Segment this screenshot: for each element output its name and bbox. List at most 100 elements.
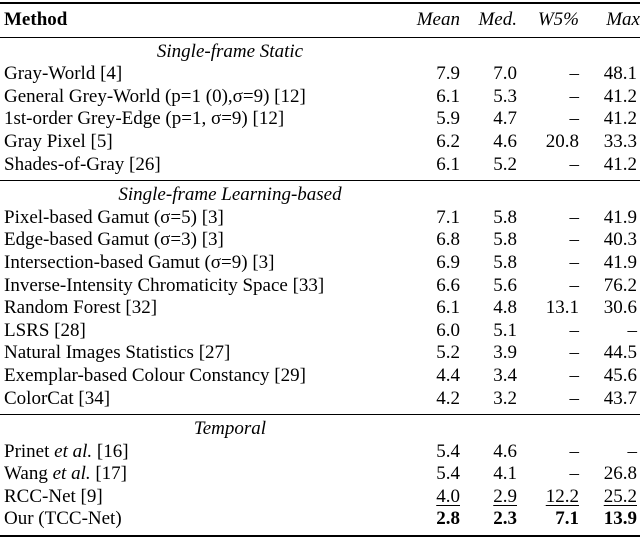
col-header-mean: Mean bbox=[416, 9, 460, 30]
w5-cell: – bbox=[569, 251, 580, 273]
method-cell: Shades-of-Gray [26] bbox=[4, 153, 161, 175]
section-heading-row: Temporal bbox=[0, 415, 640, 441]
table-row: Shades-of-Gray [26] 6.1 5.2 – 41.2 bbox=[0, 154, 640, 181]
table-row: LSRS [28] 6.0 5.1 – – bbox=[0, 320, 640, 343]
max-cell: 13.9 bbox=[603, 508, 637, 530]
med-cell: 3.9 bbox=[493, 342, 517, 364]
empty-cell bbox=[460, 37, 517, 63]
method-cell: Natural Images Statistics [27] bbox=[4, 342, 231, 364]
method-cell: Our (TCC-Net) bbox=[4, 508, 122, 530]
med-cell: 7.0 bbox=[493, 63, 517, 85]
method-name-part: [16] bbox=[92, 440, 129, 462]
med-cell: 4.6 bbox=[493, 130, 517, 152]
max-cell: 48.1 bbox=[603, 63, 637, 85]
med-cell: 4.1 bbox=[493, 463, 517, 485]
mean-cell: 5.4 bbox=[436, 440, 460, 462]
mean-cell: 6.1 bbox=[436, 85, 460, 107]
max-cell: 26.8 bbox=[603, 463, 637, 485]
method-cell: RCC-Net [9] bbox=[4, 485, 103, 507]
mean-cell: 6.2 bbox=[436, 130, 460, 152]
method-cell: Inverse-Intensity Chromaticity Space [33… bbox=[4, 274, 325, 296]
col-header-max: Max bbox=[606, 9, 640, 30]
med-cell: 4.7 bbox=[493, 108, 517, 130]
mean-cell: 6.1 bbox=[436, 297, 460, 319]
method-cell: Random Forest [32] bbox=[4, 297, 158, 319]
max-cell: 41.9 bbox=[603, 206, 637, 228]
mean-cell: 5.2 bbox=[436, 342, 460, 364]
w5-cell: 13.1 bbox=[545, 297, 579, 319]
max-cell: 30.6 bbox=[603, 297, 637, 319]
method-cell: Edge-based Gamut (σ=3) [3] bbox=[4, 229, 224, 251]
method-cell: Pixel-based Gamut (σ=5) [3] bbox=[4, 206, 224, 228]
med-cell: 5.2 bbox=[493, 153, 517, 175]
table-row: 1st-order Grey-Edge (p=1, σ=9) [12] 5.9 4.… bbox=[0, 108, 640, 131]
method-cell: Gray Pixel [5] bbox=[4, 130, 113, 152]
mean-cell: 5.4 bbox=[436, 463, 460, 485]
section-1: Single-frame Learning-based Pixel-based G… bbox=[0, 180, 640, 415]
w5-cell: – bbox=[569, 108, 580, 130]
med-cell: 3.2 bbox=[493, 387, 517, 409]
w5-cell: – bbox=[569, 274, 580, 296]
med-cell: 5.8 bbox=[493, 229, 517, 251]
max-cell: 41.2 bbox=[603, 85, 637, 107]
mean-cell: 7.9 bbox=[436, 63, 460, 85]
empty-cell bbox=[579, 37, 640, 63]
max-cell: 45.6 bbox=[603, 364, 637, 386]
table-row: Exemplar-based Colour Constancy [29] 4.4 3… bbox=[0, 365, 640, 388]
table-row: Our (TCC-Net) 2.8 2.3 7.1 13.9 bbox=[0, 508, 640, 536]
w5-cell: – bbox=[569, 342, 580, 364]
table-row: General Grey-World (p=1 (0),σ=9) [12] 6.1… bbox=[0, 86, 640, 109]
empty-cell bbox=[579, 181, 640, 207]
med-cell: 2.3 bbox=[493, 508, 517, 530]
section-heading-row: Single-frame Learning-based bbox=[0, 181, 640, 207]
mean-cell: 6.9 bbox=[436, 251, 460, 273]
table-header: Method Mean Med. W5% Max bbox=[0, 3, 640, 38]
method-cell: Wang et al. [17] bbox=[0, 463, 412, 486]
method-name-part: Wang bbox=[4, 463, 53, 485]
w5-cell: 12.2 bbox=[545, 485, 579, 507]
w5-cell: – bbox=[569, 440, 580, 462]
mean-cell: 6.0 bbox=[436, 319, 460, 341]
method-name-italic-part: et al. bbox=[54, 440, 93, 462]
med-cell: 5.3 bbox=[493, 85, 517, 107]
mean-cell: 6.1 bbox=[436, 153, 460, 175]
results-table: Method Mean Med. W5% Max Single-frame St… bbox=[0, 2, 640, 538]
med-cell: 3.4 bbox=[493, 364, 517, 386]
method-name-italic-part: et al. bbox=[52, 463, 91, 485]
section-heading: Temporal bbox=[193, 418, 267, 440]
section-2: Temporal Prinet et al. [16] 5.4 4.6– – Wang e… bbox=[0, 414, 640, 536]
max-cell: 44.5 bbox=[603, 342, 637, 364]
max-cell: 41.9 bbox=[603, 251, 637, 273]
w5-cell: – bbox=[569, 153, 580, 175]
table-row: Random Forest [32] 6.1 4.8 13.1 30.6 bbox=[0, 297, 640, 320]
table-row: Edge-based Gamut (σ=3) [3] 6.8 5.8 – 40.3 bbox=[0, 229, 640, 252]
med-cell: 4.8 bbox=[493, 297, 517, 319]
empty-cell bbox=[579, 415, 640, 441]
method-cell: Intersection-based Gamut (σ=9) [3] bbox=[4, 251, 275, 273]
med-cell: 5.8 bbox=[493, 251, 517, 273]
method-cell: Exemplar-based Colour Constancy [29] bbox=[4, 364, 306, 386]
mean-cell: 6.8 bbox=[436, 229, 460, 251]
section-heading-row: Single-frame Static bbox=[0, 37, 640, 63]
method-name-part: [17] bbox=[90, 463, 128, 485]
section-heading: Single-frame Learning-based bbox=[118, 184, 342, 206]
table-row: Wang et al. [17] 5.4 4.1 – 26.8 bbox=[0, 463, 640, 486]
w5-cell: 20.8 bbox=[545, 130, 579, 152]
max-cell: 25.2 bbox=[603, 485, 637, 507]
table-row: Gray Pixel [5] 6.2 4.6 20.8 33.3 bbox=[0, 131, 640, 154]
w5-cell: – bbox=[569, 85, 580, 107]
method-cell: General Grey-World (p=1 (0),σ=9) [12] bbox=[4, 85, 306, 107]
max-cell: 33.3 bbox=[603, 130, 637, 152]
table-row: Pixel-based Gamut (σ=5) [3] 7.1 5.8 – 41.9 bbox=[0, 207, 640, 230]
table-row: Natural Images Statistics [27] 5.2 3.9 – 44.… bbox=[0, 342, 640, 365]
mean-cell: 5.9 bbox=[436, 108, 460, 130]
method-cell: 1st-order Grey-Edge (p=1, σ=9) [12] bbox=[4, 108, 285, 130]
w5-cell: – bbox=[569, 229, 580, 251]
header-row: Method Mean Med. W5% Max bbox=[0, 3, 640, 38]
w5-cell: – bbox=[569, 463, 580, 485]
max-cell: 41.2 bbox=[603, 108, 637, 130]
max-cell: 41.2 bbox=[603, 153, 637, 175]
w5-cell: – bbox=[569, 364, 580, 386]
mean-cell: 4.4 bbox=[436, 364, 460, 386]
max-cell: – bbox=[627, 440, 638, 462]
